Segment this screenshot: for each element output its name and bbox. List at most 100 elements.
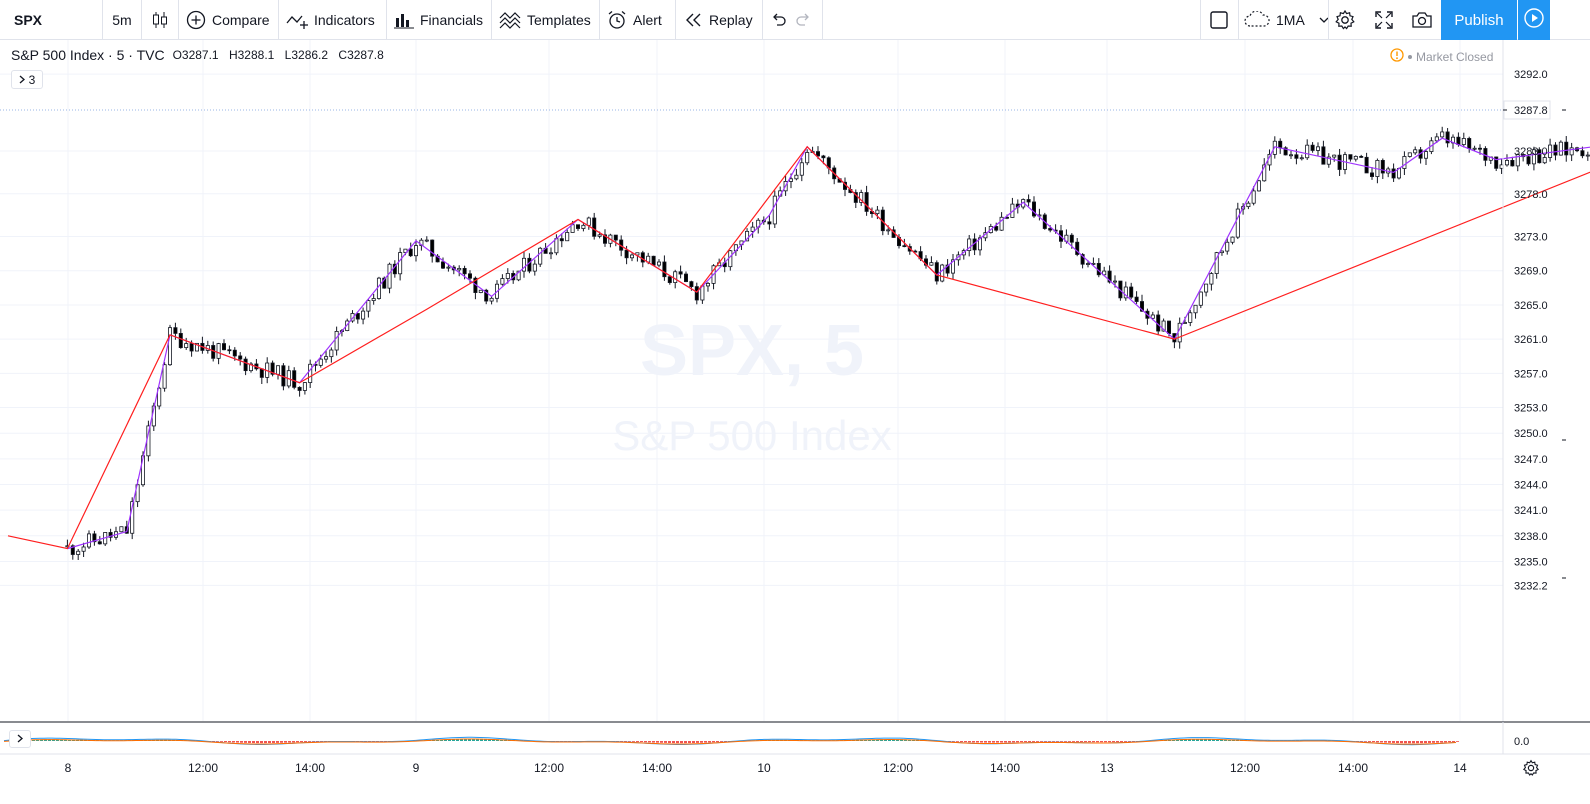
indicators-icon — [286, 10, 308, 30]
gear-icon — [1334, 9, 1356, 31]
candle — [1504, 160, 1509, 166]
candle — [76, 550, 81, 555]
cloud-save-button[interactable]: 1MA — [1244, 0, 1330, 40]
play-button[interactable] — [1518, 0, 1550, 40]
histogram-bar — [212, 741, 215, 742]
chart-area[interactable]: SPX, 5 S&P 500 Index 3292.03287.83283.03… — [0, 40, 1590, 804]
interval-button[interactable]: 5m — [103, 0, 141, 40]
candle — [1299, 157, 1304, 160]
settings-button[interactable] — [1331, 0, 1359, 40]
histogram-bar — [1456, 741, 1459, 742]
histogram-bar — [1000, 741, 1003, 743]
replay-label: Replay — [709, 12, 753, 28]
histogram-bar — [992, 741, 995, 743]
legend-title[interactable]: S&P 500 Index · 5 · TVC — [11, 47, 165, 63]
histogram-bar — [248, 741, 251, 743]
legend-count: 3 — [28, 72, 36, 87]
watermark-symbol: SPX, 5 — [640, 311, 864, 391]
symbol-search[interactable]: SPX — [0, 0, 102, 40]
time-tick-label: 8 — [65, 761, 72, 775]
candle — [1445, 131, 1450, 144]
histogram-bar — [280, 741, 283, 743]
histogram-bar — [1028, 741, 1031, 743]
histogram-bar — [984, 741, 987, 743]
signal-line — [3, 738, 1457, 745]
snapshot-button[interactable] — [1406, 0, 1438, 40]
histogram-bar — [1400, 741, 1403, 744]
histogram-bar — [1364, 741, 1367, 742]
histogram-bar — [1116, 741, 1119, 743]
histogram-bar — [656, 741, 659, 743]
candle — [640, 252, 645, 263]
histogram-bar — [692, 741, 695, 743]
candle — [767, 221, 772, 225]
histogram-bar — [488, 739, 491, 741]
histogram-bar — [1208, 739, 1211, 741]
histogram-bar — [448, 739, 451, 741]
fullscreen-button[interactable] — [1369, 0, 1399, 40]
camera-icon — [1411, 11, 1433, 29]
candle — [1348, 154, 1353, 160]
indicators-button[interactable]: Indicators — [286, 0, 386, 40]
undo-button[interactable] — [766, 0, 790, 40]
candle — [108, 532, 113, 538]
histogram-bar — [1020, 741, 1023, 743]
candle — [527, 257, 532, 272]
redo-button[interactable] — [792, 0, 816, 40]
candle — [81, 546, 86, 552]
chart-settings-button[interactable] — [1518, 757, 1544, 783]
indicators-label: Indicators — [314, 12, 375, 28]
candle — [440, 261, 445, 269]
histogram-bar — [648, 741, 651, 743]
alert-button[interactable]: Alert — [607, 0, 675, 40]
candle — [1283, 147, 1288, 156]
histogram-bar — [1448, 741, 1451, 743]
legend-expand-button[interactable]: 3 — [11, 70, 43, 89]
candle — [408, 248, 413, 257]
histogram-bar — [896, 739, 899, 741]
histogram-bar — [1360, 741, 1363, 742]
candle — [1407, 152, 1412, 157]
chevron-right-icon — [17, 732, 23, 746]
divider — [178, 0, 179, 40]
divider — [278, 0, 279, 40]
price-axis[interactable]: 3292.0 3287.8 3283.0 3278.0 3273.0 3269.0 3265… — [1502, 40, 1566, 742]
histogram-bar — [956, 741, 959, 742]
symbol-legend: S&P 500 Index · 5 · TVC O3287.1 H3288.1 … — [11, 47, 391, 63]
divider — [822, 0, 823, 40]
candle — [1150, 314, 1155, 319]
histogram-bar — [456, 738, 459, 741]
candle — [1353, 155, 1358, 160]
histogram-bar — [624, 741, 627, 742]
candle — [945, 264, 950, 274]
publish-button[interactable]: Publish — [1441, 0, 1517, 40]
rewind-icon — [685, 12, 703, 28]
compare-button[interactable]: Compare — [186, 0, 276, 40]
price-tick-label: 3253.0 — [1514, 403, 1548, 415]
candle — [1569, 147, 1574, 156]
price-tick-label: 3273.0 — [1514, 232, 1548, 244]
chart-type-button[interactable] — [142, 0, 178, 40]
candle — [371, 298, 376, 302]
histogram-bar — [700, 741, 703, 743]
histogram-bar — [256, 741, 259, 744]
interval-label: 5m — [112, 12, 132, 28]
histogram-bar — [40, 739, 43, 741]
candle — [1113, 280, 1118, 283]
financials-button[interactable]: Financials — [394, 0, 490, 40]
candle — [1086, 263, 1091, 265]
templates-label: Templates — [527, 12, 591, 28]
histogram-bar — [244, 741, 247, 743]
indicator-expand-button[interactable] — [9, 730, 31, 748]
histogram-bar — [1408, 741, 1411, 744]
layout-button[interactable] — [1203, 0, 1235, 40]
candle — [1294, 154, 1299, 159]
status-dot — [1408, 54, 1412, 59]
time-axis[interactable]: 8 12:00 14:00 9 12:00 14:00 10 12:00 14:00 13 12:0… — [0, 753, 1503, 775]
templates-button[interactable]: Templates — [499, 0, 599, 40]
candle — [500, 278, 505, 285]
templates-icon — [499, 10, 521, 30]
low-value: L3286.2 — [284, 48, 329, 62]
price-tick-label: 3265.0 — [1514, 300, 1548, 312]
replay-button[interactable]: Replay — [685, 0, 763, 40]
